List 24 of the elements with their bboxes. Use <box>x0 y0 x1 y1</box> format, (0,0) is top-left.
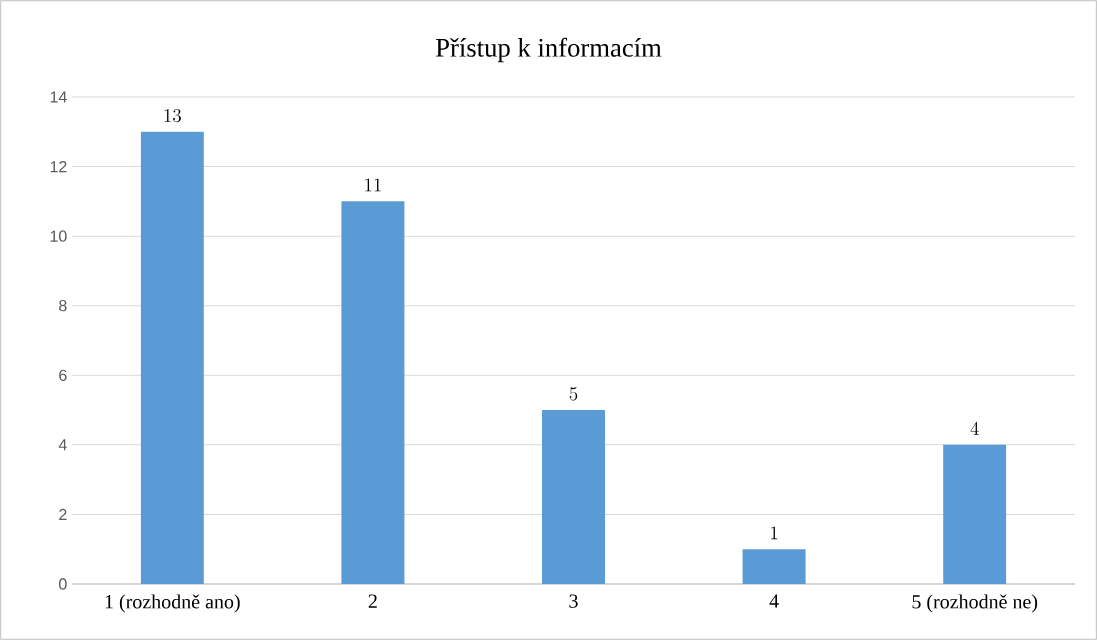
y-tick-label: 6 <box>59 369 67 381</box>
chart-title: Přístup k informacím <box>435 37 662 63</box>
x-tick-label: 3 <box>569 594 578 608</box>
x-tick-label: 5 (rozhodně ne) <box>912 594 1038 613</box>
y-tick-label: 12 <box>50 160 67 173</box>
data-label: 11 <box>365 178 381 192</box>
data-label: 5 <box>569 387 578 401</box>
data-label: 13 <box>164 108 181 123</box>
x-tick-label: 1 (rozhodně ano) <box>105 594 240 613</box>
y-tick-label: 14 <box>50 91 67 103</box>
bar <box>943 444 1007 584</box>
x-tick-label: 2 <box>368 594 377 608</box>
bar <box>140 131 204 584</box>
y-tick-label: 2 <box>59 508 67 521</box>
bar <box>542 410 605 584</box>
x-tick-label: 4 <box>769 594 779 608</box>
bar <box>341 201 405 584</box>
y-tick-label: 0 <box>59 578 67 590</box>
y-tick-label: 8 <box>59 300 67 312</box>
data-label: 4 <box>970 421 979 435</box>
y-tick-label: 10 <box>50 230 67 242</box>
data-label: 1 <box>771 526 778 540</box>
bar <box>742 549 806 584</box>
y-tick-label: 4 <box>58 439 67 451</box>
